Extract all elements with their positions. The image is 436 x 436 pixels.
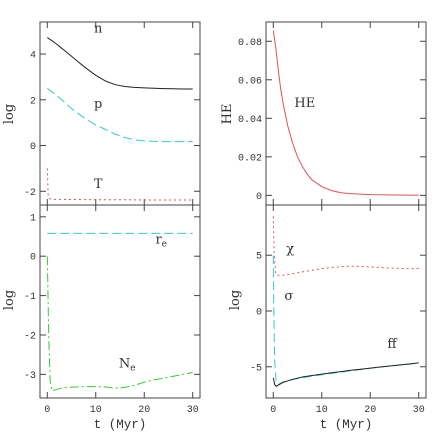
ytick-label: -3: [24, 371, 36, 382]
series-line: [272, 216, 419, 276]
series-line: [272, 30, 419, 196]
curve-label: HE: [294, 96, 315, 111]
ytick-label: 0: [30, 253, 36, 264]
curve-label: p: [94, 97, 102, 112]
curve-label: n: [94, 21, 103, 36]
xtick-label: 30: [187, 405, 199, 416]
xlabel-right: t (Myr): [320, 418, 373, 432]
ytick-label: 0: [30, 142, 36, 153]
ytick-label: 0.04: [238, 115, 262, 126]
ytick-label: 4: [30, 51, 36, 62]
xtick-label: 20: [138, 405, 150, 416]
panel-top-right: 0 0.02 0.04 0.06 0.08 HE: [238, 22, 426, 205]
xtick-label: 30: [413, 405, 425, 416]
series-line: [46, 256, 193, 392]
ytick-label: 0.06: [238, 76, 262, 87]
series-line: [272, 362, 419, 387]
series-line: [47, 37, 193, 90]
ytick-label: 0: [256, 192, 262, 203]
ytick-label: -2: [24, 331, 36, 342]
xtick-label: 10: [90, 405, 102, 416]
ylabel-bottom-left: log: [2, 290, 17, 310]
curve-label: T: [94, 177, 103, 192]
ytick-label: -5: [250, 363, 262, 374]
xlabel-left: t (Myr): [94, 418, 147, 432]
ytick-label: 1: [30, 213, 36, 224]
ylabel-top-right: HE: [220, 104, 235, 125]
ylabel-top-left: log: [2, 104, 17, 124]
curve-label: ff: [387, 337, 398, 352]
panel-bottom-right: -5 0 5 0 10 20 30 χ σ ff: [250, 205, 426, 416]
ytick-label: -1: [24, 292, 36, 303]
panel-bottom-right-frame: [265, 204, 427, 399]
ylabel-bottom-right: log: [228, 290, 243, 310]
xtick-label: 0: [44, 405, 50, 416]
curve-label: re: [155, 233, 167, 250]
ytick-label: 0.08: [238, 38, 262, 49]
curve-label: χ: [286, 242, 294, 257]
series-line: [46, 168, 193, 201]
series-line: [47, 87, 193, 143]
ytick-label: 2: [30, 96, 36, 107]
xtick-label: 10: [316, 405, 328, 416]
ytick-label: -2: [24, 188, 36, 199]
xtick-label: 0: [270, 405, 276, 416]
panel-top-left: -2 0 2 4 n p T: [24, 21, 200, 205]
panel-bottom-left-frame: [39, 204, 201, 399]
ytick-label: 5: [256, 252, 262, 263]
curve-label: σ: [284, 289, 293, 304]
ytick-label: 0.02: [238, 153, 262, 164]
curve-label: Ne: [119, 356, 136, 373]
xtick-label: 20: [364, 405, 376, 416]
ytick-label: 0: [256, 307, 262, 318]
panel-top-right-frame: [265, 21, 427, 206]
